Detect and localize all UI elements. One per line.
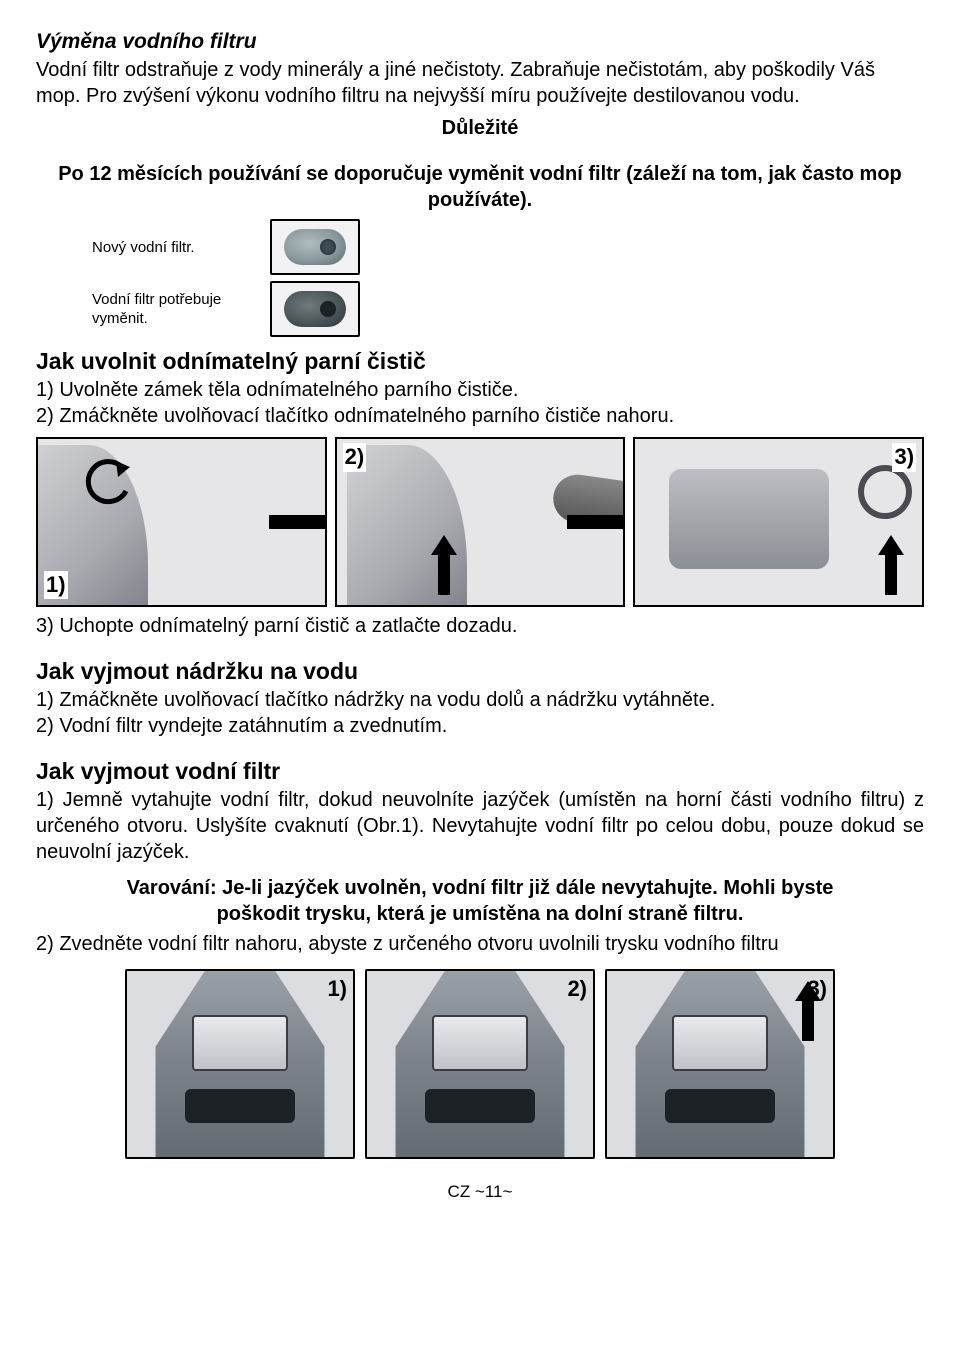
figure2-label: 2) <box>343 443 367 472</box>
section3-step1: 1) Zmáčkněte uvolňovací tlačítko nádržky… <box>36 687 924 713</box>
section2-step3: 3) Uchopte odnímatelný parní čistič a za… <box>36 613 924 639</box>
replace-filter-image <box>270 281 360 337</box>
new-filter-label: Nový vodní filtr. <box>92 238 252 258</box>
figure-b1-label: 1) <box>327 975 347 1004</box>
section2-title: Jak uvolnit odnímatelný parní čistič <box>36 347 924 377</box>
important-text: Po 12 měsících používání se doporučuje v… <box>36 161 924 213</box>
release-cleaner-figures: 1) 2) 3) <box>36 437 924 607</box>
replace-filter-label: Vodní filtr potřebuje vyměnit. <box>92 290 252 329</box>
figure3-label: 3) <box>892 443 916 472</box>
remove-filter-figures: 1) 2) 3) <box>36 969 924 1159</box>
section4-step2: 2) Zvedněte vodní filtr nahoru, abyste z… <box>36 931 924 957</box>
section3-step2: 2) Vodní filtr vyndejte zatáhnutím a zve… <box>36 713 924 739</box>
section4-warning: Varování: Je-li jazýček uvolněn, vodní f… <box>96 875 864 927</box>
figure-b1: 1) <box>125 969 355 1159</box>
new-filter-image <box>270 219 360 275</box>
section3-title: Jak vyjmout nádržku na vodu <box>36 657 924 687</box>
section2-step1: 1) Uvolněte zámek těla odnímatelného par… <box>36 377 924 403</box>
new-filter-row: Nový vodní filtr. <box>92 219 924 275</box>
figure-1: 1) <box>36 437 327 607</box>
figure-b2-label: 2) <box>567 975 587 1004</box>
figure-b3-label: 3) <box>807 975 827 1004</box>
figure-b3: 3) <box>605 969 835 1159</box>
arrow-right-icon <box>567 509 625 535</box>
replace-filter-row: Vodní filtr potřebuje vyměnit. <box>92 281 924 337</box>
section1-title: Výměna vodního filtru <box>36 28 924 55</box>
figure-b2: 2) <box>365 969 595 1159</box>
figure1-label: 1) <box>44 571 68 600</box>
rotate-arrow-icon <box>82 455 138 511</box>
arrow-up-icon <box>433 535 455 595</box>
important-label: Důležité <box>36 115 924 141</box>
arrow-right-icon <box>269 509 327 535</box>
arrow-up-icon <box>880 535 902 595</box>
section1-body: Vodní filtr odstraňuje z vody minerály a… <box>36 57 924 109</box>
page-footer: CZ ~11~ <box>36 1181 924 1203</box>
section4-title: Jak vyjmout vodní filtr <box>36 757 924 787</box>
section4-step1: 1) Jemně vytahujte vodní filtr, dokud ne… <box>36 787 924 865</box>
figure-3: 3) <box>633 437 924 607</box>
section2-step2: 2) Zmáčkněte uvolňovací tlačítko odnímat… <box>36 403 924 429</box>
figure-2: 2) <box>335 437 626 607</box>
